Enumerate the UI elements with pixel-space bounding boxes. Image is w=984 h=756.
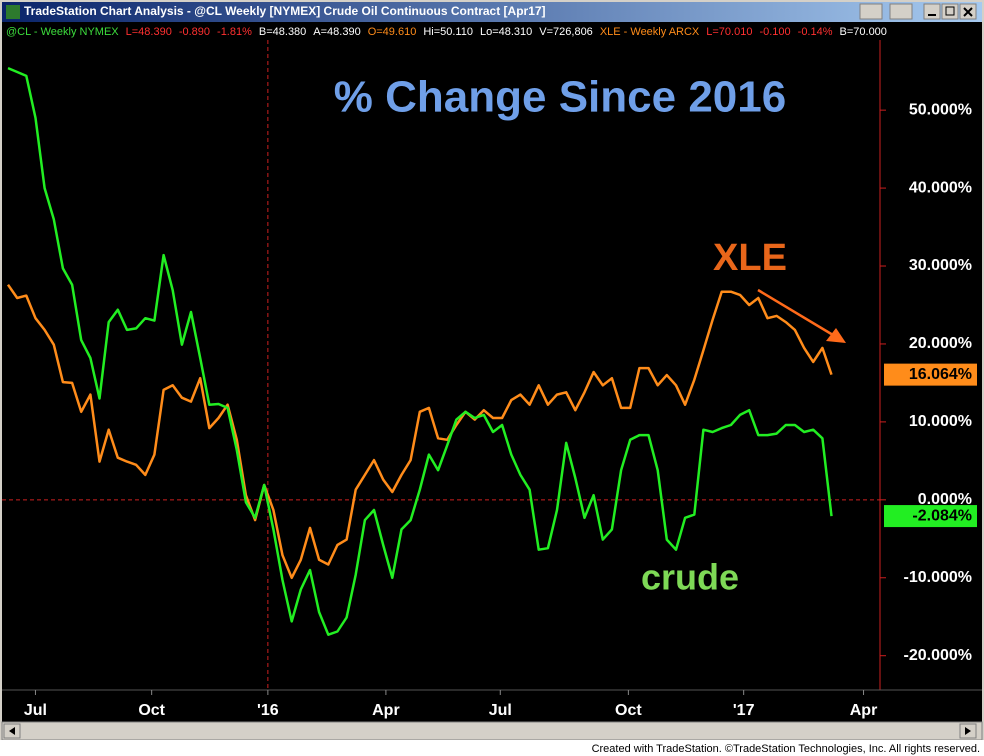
scrollbar[interactable] (1, 721, 983, 741)
info-item: B=70.000 (840, 26, 887, 38)
chart-title: % Change Since 2016 (334, 73, 786, 122)
info-item: -1.81% (217, 26, 252, 38)
options-button[interactable] (889, 3, 913, 20)
chart-background (2, 22, 982, 722)
x-tick-label: '16 (257, 702, 279, 719)
info-item: Hi=50.110 (423, 26, 473, 38)
xle-annotation: XLE (713, 237, 787, 279)
y-tick-label: 50.000% (909, 101, 972, 118)
info-item: -0.14% (798, 26, 833, 38)
last-value-tag (884, 363, 977, 386)
title-bar (2, 2, 982, 22)
info-item: V=726,806 (539, 26, 593, 38)
symbol-button[interactable] (859, 3, 883, 20)
x-tick-label: Jul (489, 702, 512, 719)
x-tick-label: '17 (733, 702, 755, 719)
y-tick-label: 40.000% (909, 179, 972, 196)
x-tick-label: Oct (138, 702, 165, 719)
crude-annotation: crude (641, 557, 739, 598)
x-tick-label: Oct (615, 702, 642, 719)
last-value-tag (884, 505, 977, 528)
info-item: Lo=48.310 (480, 26, 532, 38)
info-bar: @CL - Weekly NYMEX L=48.390 -0.890 -1.81% B=… (6, 26, 887, 38)
x-tick-label: Jul (24, 702, 47, 719)
info-item: -0.100 (759, 26, 790, 38)
footer: Created with TradeStation. ©TradeStation… (592, 743, 980, 755)
info-item: L=70.010 (706, 26, 752, 38)
info-item: B=48.380 (259, 26, 306, 38)
info-item: O=49.610 (368, 26, 417, 38)
app-icon (6, 5, 20, 19)
series-line (7, 66, 833, 636)
trend-arrow (757, 288, 846, 343)
footer-background (0, 740, 984, 756)
info-item: L=48.390 (126, 26, 172, 38)
minimize-button[interactable] (923, 3, 941, 20)
y-tick-label: 30.000% (909, 257, 972, 274)
window-buttons (859, 3, 977, 20)
info-item: XLE - Weekly ARCX (600, 26, 700, 38)
y-tick-label: -20.000% (904, 647, 973, 664)
x-tick-label: Apr (850, 702, 878, 719)
last-value-label: -2.084% (912, 507, 972, 524)
y-tick-label: 10.000% (909, 413, 972, 430)
y-tick-label: -10.000% (904, 569, 973, 586)
y-tick-label: 0.000% (918, 491, 972, 508)
info-item: @CL - Weekly NYMEX (6, 26, 119, 38)
x-tick-label: Apr (372, 702, 400, 719)
last-value-label: 16.064% (909, 366, 972, 383)
maximize-button[interactable] (941, 3, 959, 20)
info-item: A=48.390 (313, 26, 360, 38)
window-title: TradeStation Chart Analysis - @CL Weekly… (24, 4, 546, 18)
y-tick-label: 20.000% (909, 335, 972, 352)
series-line (6, 283, 833, 580)
info-item: -0.890 (179, 26, 210, 38)
